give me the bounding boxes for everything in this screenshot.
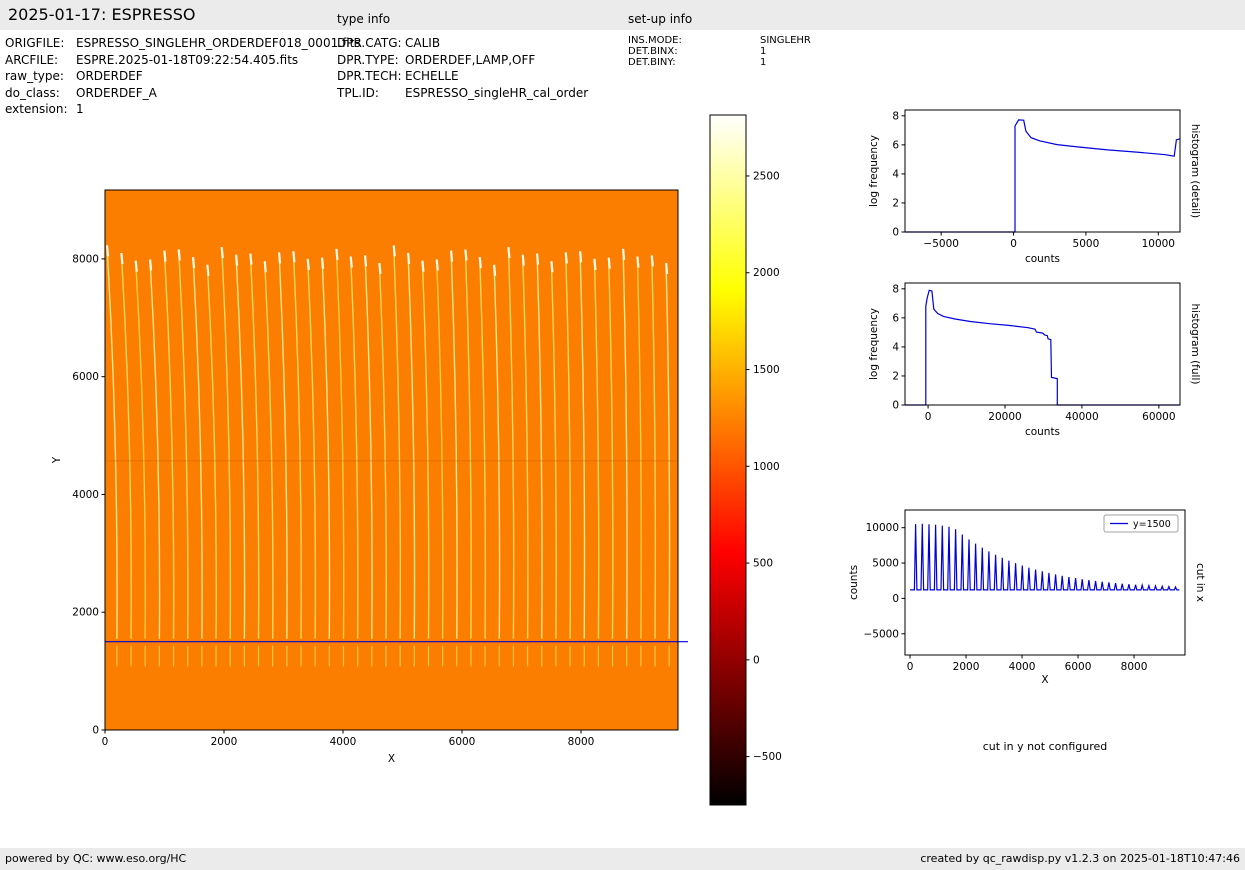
meta-value: 1 (76, 102, 84, 116)
svg-text:X: X (388, 753, 395, 765)
meta-value: SINGLEHR (760, 35, 811, 46)
svg-text:log frequency: log frequency (868, 308, 880, 380)
svg-text:8000: 8000 (72, 253, 99, 265)
meta-value: CALIB (405, 36, 441, 50)
svg-text:histogram (full): histogram (full) (1189, 304, 1201, 385)
meta-value: ESPRESSO_SINGLEHR_ORDERDEF018_0001.fits (76, 36, 361, 50)
meta-value: ORDERDEF,LAMP,OFF (405, 52, 536, 67)
type-info-heading: type info (337, 12, 391, 26)
histogram-full-chart: 0 20000 40000 60000 0 2 4 6 8 counts log frequency… (850, 268, 1245, 458)
svg-text:0: 0 (102, 736, 109, 748)
meta-label: DET.BINY: (628, 57, 676, 68)
svg-text:counts: counts (1025, 426, 1060, 438)
svg-text:0: 0 (907, 661, 914, 673)
raw-frame-heatmap: 0 2000 4000 6000 8000 0 2000 4000 6000 8000 X Y (40, 170, 740, 800)
meta-label: DPR.CATG: (337, 36, 402, 50)
meta-label: DET.BINX: (628, 46, 678, 57)
meta-label: extension: (5, 102, 68, 116)
meta-value: 1 (760, 46, 767, 57)
svg-text:500: 500 (753, 558, 773, 570)
svg-text:5000: 5000 (1073, 238, 1100, 250)
svg-text:4000: 4000 (330, 736, 357, 748)
svg-text:0: 0 (892, 227, 899, 239)
svg-text:y=1500: y=1500 (1133, 519, 1171, 530)
cut-in-y-note: cut in y not configured (982, 740, 1108, 753)
svg-text:4000: 4000 (1009, 661, 1036, 673)
svg-text:8000: 8000 (568, 736, 595, 748)
legend: y=1500 (1103, 514, 1179, 533)
svg-text:0: 0 (92, 725, 99, 737)
svg-text:−5000: −5000 (923, 238, 959, 250)
svg-text:2000: 2000 (72, 607, 99, 619)
meta-label: DPR.TECH: (337, 69, 402, 83)
svg-text:1500: 1500 (753, 364, 780, 376)
svg-text:2: 2 (892, 370, 899, 382)
svg-text:6000: 6000 (449, 736, 476, 748)
svg-text:−500: −500 (753, 751, 782, 763)
svg-text:log frequency: log frequency (868, 135, 880, 207)
svg-text:0: 0 (1010, 238, 1017, 250)
colorbar: 2500 2000 1500 1000 500 0 −500 (700, 105, 815, 830)
svg-text:8: 8 (892, 283, 899, 295)
svg-text:10000: 10000 (1142, 238, 1175, 250)
meta-value: ECHELLE (405, 69, 459, 83)
svg-text:Y: Y (51, 456, 63, 464)
svg-text:20000: 20000 (988, 411, 1021, 423)
meta-label: INS.MODE: (628, 35, 682, 46)
svg-text:0: 0 (892, 400, 899, 412)
svg-text:histogram (detail): histogram (detail) (1189, 124, 1201, 218)
svg-text:−5000: −5000 (863, 628, 899, 640)
svg-text:4000: 4000 (72, 489, 99, 501)
svg-text:60000: 60000 (1142, 411, 1175, 423)
footer-left-text: powered by QC: www.eso.org/HC (5, 852, 187, 865)
svg-text:2500: 2500 (753, 170, 780, 182)
svg-text:1000: 1000 (753, 461, 780, 473)
svg-text:40000: 40000 (1065, 411, 1098, 423)
meta-value: 1 (760, 57, 767, 68)
svg-text:2: 2 (892, 197, 899, 209)
footer-right-text: created by qc_rawdisp.py v1.2.3 on 2025-… (920, 852, 1240, 865)
page-title: 2025-01-17: ESPRESSO (8, 5, 196, 24)
svg-text:6: 6 (892, 312, 899, 324)
setup-info-heading: set-up info (628, 12, 693, 26)
meta-value: ORDERDEF (76, 69, 143, 83)
footer-bar: powered by QC: www.eso.org/HC created by… (0, 848, 1245, 870)
svg-text:cut in x: cut in x (1194, 563, 1206, 602)
svg-text:counts: counts (1025, 253, 1060, 265)
svg-text:0: 0 (925, 411, 932, 423)
histogram-detail-chart: −5000 0 5000 10000 0 2 4 6 8 counts log frequency h… (850, 95, 1245, 285)
svg-text:10000: 10000 (866, 522, 899, 534)
svg-text:0: 0 (753, 654, 760, 666)
svg-text:0: 0 (892, 593, 899, 605)
file-metadata: ORIGFILE: ESPRESSO_SINGLEHR_ORDERDEF018_0… (0, 0, 1245, 130)
meta-label: ARCFILE: (5, 52, 59, 67)
svg-text:counts: counts (848, 565, 860, 600)
svg-text:4: 4 (892, 168, 899, 180)
svg-text:6000: 6000 (1065, 661, 1092, 673)
svg-text:6: 6 (892, 139, 899, 151)
meta-value: ORDERDEF_A (76, 85, 157, 100)
svg-text:2000: 2000 (211, 736, 238, 748)
svg-text:8: 8 (892, 110, 899, 122)
svg-text:2000: 2000 (953, 661, 980, 673)
svg-text:5000: 5000 (872, 558, 899, 570)
meta-label: raw_type: (5, 69, 64, 83)
svg-text:6000: 6000 (72, 371, 99, 383)
svg-text:2000: 2000 (753, 267, 780, 279)
svg-text:8000: 8000 (1121, 661, 1148, 673)
svg-text:X: X (1041, 674, 1048, 686)
svg-text:4: 4 (892, 341, 899, 353)
meta-label: DPR.TYPE: (337, 52, 399, 67)
meta-value: ESPRE.2025-01-18T09:22:54.405.fits (76, 52, 299, 67)
meta-label: do_class: (5, 85, 60, 100)
header-bar (0, 0, 1245, 30)
meta-value: ESPRESSO_singleHR_cal_order (405, 85, 589, 100)
meta-label: ORIGFILE: (5, 36, 65, 50)
meta-label: TPL.ID: (337, 85, 379, 100)
